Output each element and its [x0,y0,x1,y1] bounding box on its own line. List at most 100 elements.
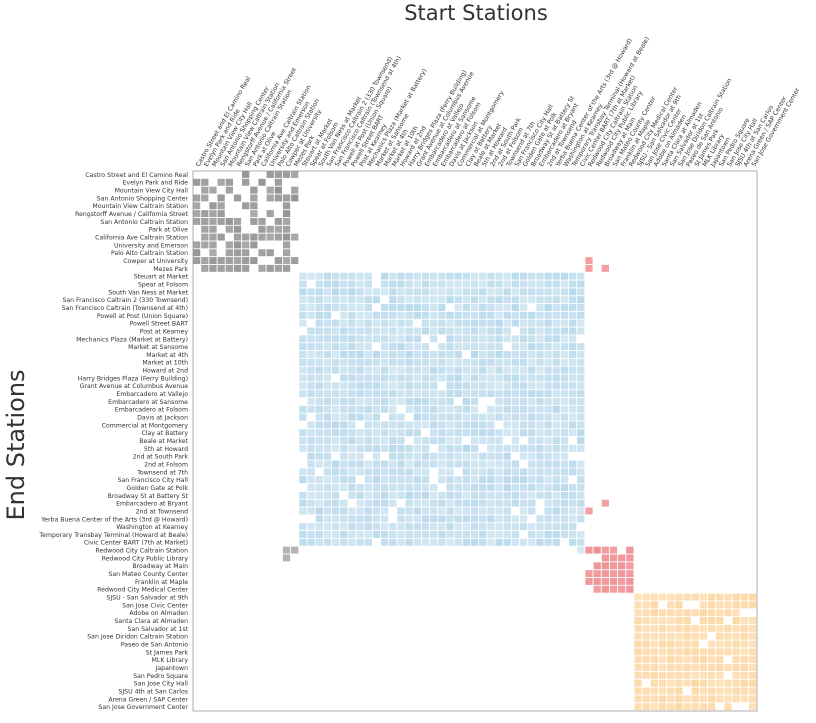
heatmap-cell [381,311,389,319]
y-tick-label: 2nd at South Park [133,454,189,461]
heatmap-cell [560,288,569,296]
heatmap-cell [495,437,503,445]
heatmap-cell [454,507,462,515]
heatmap-cell [446,523,454,531]
heatmap-cell [495,413,503,421]
heatmap-cell [421,484,430,491]
heatmap-cell [331,413,340,421]
heatmap-cell [348,460,356,468]
heatmap-cell [699,593,708,601]
heatmap-cell [544,460,552,468]
heatmap-cell [479,460,487,468]
heatmap-cell [569,351,577,358]
y-tick-label: Market at Sansome [128,344,188,351]
heatmap-cell [454,523,462,531]
heatmap-cell [707,687,716,695]
heatmap-cell [389,343,397,351]
heatmap-cell [650,656,659,664]
heatmap-cell [683,671,691,679]
heatmap-cell [511,382,520,390]
heatmap-cell [307,390,315,398]
heatmap-cell [323,413,332,421]
heatmap-cell [544,429,552,437]
heatmap-cell [233,249,242,257]
heatmap-cell [340,531,348,538]
heatmap-cell [413,335,421,343]
heatmap-cell [511,531,520,538]
heatmap-cell [683,632,691,640]
heatmap-cell [511,460,520,468]
heatmap-cell [323,288,332,296]
heatmap-cell [421,538,430,546]
heatmap-cell [454,351,462,358]
heatmap-cell [618,570,626,578]
heatmap-cell [503,499,511,507]
heatmap-cell [552,484,560,491]
heatmap-cell [470,304,479,311]
y-tick-label: Redwood City Medical Center [97,587,188,594]
heatmap-cell [323,405,332,413]
heatmap-cell [291,171,299,178]
heatmap-cell [479,351,487,358]
heatmap-cell [340,421,348,429]
y-tick-label: Powell at Post (Union Square) [97,313,188,320]
heatmap-cell [503,452,511,460]
heatmap-cell [438,351,446,358]
heatmap-cell [307,335,315,343]
heatmap-cell [364,484,372,491]
heatmap-cell [528,358,536,366]
heatmap-cell [634,601,642,609]
heatmap-cell [454,390,462,398]
heatmap-cell [601,562,609,570]
heatmap-cell [503,507,511,515]
heatmap-cell [372,531,381,538]
heatmap-cell [716,687,724,695]
heatmap-cell [397,304,405,311]
heatmap-cell [658,617,667,625]
heatmap-cell [634,632,642,640]
heatmap-cell [642,656,650,664]
heatmap-cell [560,311,569,319]
heatmap-cell [266,233,274,241]
heatmap-cell [438,405,446,413]
heatmap-cell [323,374,332,382]
heatmap-cell [356,374,364,382]
heatmap-cell [487,304,495,311]
heatmap-cell [299,413,307,421]
heatmap-cell [356,351,364,358]
heatmap-cell [438,421,446,429]
heatmap-cell [233,194,242,202]
heatmap-cell-cross-region [291,546,299,554]
heatmap-cell [454,288,462,296]
heatmap-cell [577,351,585,358]
heatmap-cell [675,593,683,601]
heatmap-cell [552,343,560,351]
heatmap-cell [299,311,307,319]
y-tick-label: San Francisco Caltrain 2 (330 Townsend) [62,297,188,304]
heatmap-cell [266,264,274,272]
heatmap-cell [462,397,471,405]
heatmap-cell [193,241,201,249]
heatmap-cell [307,491,315,499]
heatmap-cell [364,429,372,437]
heatmap-cell [364,444,372,452]
heatmap-cell [609,570,618,578]
heatmap-cell [519,358,528,366]
heatmap-cell [389,538,397,546]
heatmap-cell [438,523,446,531]
y-tick-label: California Ave Caltrain Station [95,235,188,242]
heatmap-cell [413,366,421,374]
heatmap-cell [634,617,642,625]
y-tick-label: San Antonio Caltrain Station [100,219,188,226]
heatmap-cell [348,327,356,335]
heatmap-cell [552,429,560,437]
heatmap-cell [430,515,438,523]
heatmap-cell [536,429,544,437]
heatmap-cell [331,382,340,390]
heatmap-cell [560,382,569,390]
heatmap-cell [438,507,446,515]
heatmap-cell [528,397,536,405]
heatmap-cell [528,288,536,296]
heatmap-cell [405,476,413,484]
heatmap-cell [536,515,544,523]
